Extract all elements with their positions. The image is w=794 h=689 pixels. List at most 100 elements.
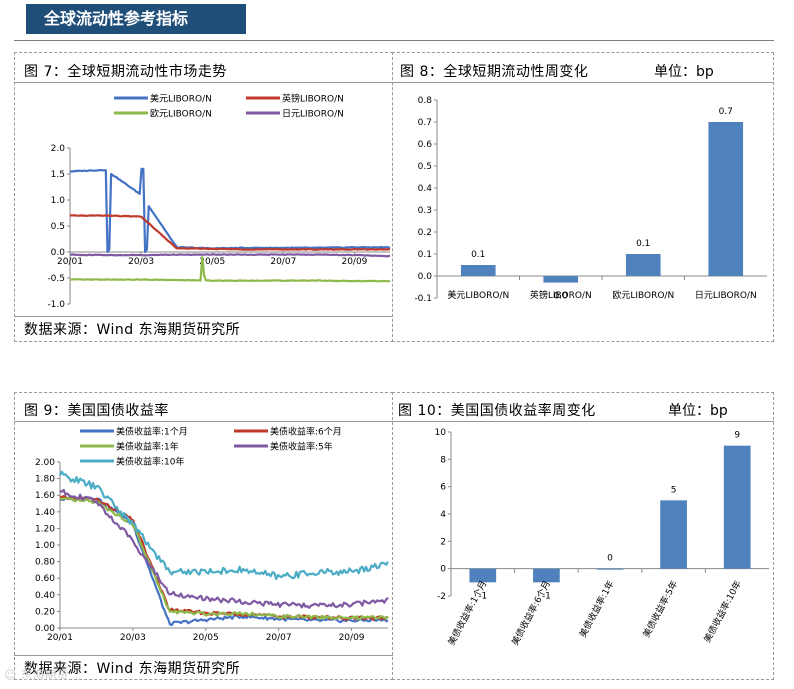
category-label: 美债收益率:1年 [577,578,617,639]
fig7-title-rule [14,82,393,83]
fig10-title: 图 10：美国国债收益率周变化 [398,403,596,419]
y-tick-label: 0.40 [35,591,55,601]
data-label: 0.1 [471,250,485,260]
y-tick-label: 0.5 [418,162,432,172]
y-tick-label: 0.60 [35,574,55,584]
y-tick-label: -0.5 [47,274,65,284]
x-tick-label: 20/03 [128,257,154,267]
y-tick-label: 0.7 [418,118,432,128]
y-tick-label: 0.0 [51,248,66,258]
y-tick-label: 1.80 [35,475,55,485]
bar [708,122,744,276]
x-tick-label: 20/09 [339,633,365,643]
y-tick-label: 0.4 [418,184,433,194]
data-label: 0.7 [719,107,733,117]
y-tick-label: 0.8 [418,96,433,106]
legend-label: 英镑LIBORO/N [282,93,344,105]
legend-label: 美债收益率:10年 [116,456,185,468]
fig9-chart: 2.00 1.80 1.60 1.40 1.20 1.00 0.80 0.60 0.40 0.20… [35,426,389,643]
category-label: 英镑LIBORO/N [530,289,592,301]
category-label: 美元LIBORO/N [447,289,509,301]
fig9-source-rule [14,655,393,656]
series-line [70,253,391,258]
y-tick-label: 0 [440,565,446,575]
y-tick-label: 0.6 [418,140,433,150]
data-label: -1 [542,591,551,601]
series-line [70,256,391,283]
data-label: 0.1 [636,239,650,249]
series-line [69,214,391,251]
series-line [60,495,389,621]
x-tick-label: 20/01 [57,257,83,267]
fig8-chart: 0.8 0.7 0.6 0.5 0.4 0.3 0.2 0.1 0.0 -0.1 0.1 美元LIBO… [414,96,767,304]
fig10-unit: 单位：bp [668,403,728,419]
y-tick-label: 0.00 [35,624,55,634]
fig8-title-rule [392,82,774,83]
watermark: ☺ 东海期货 [4,668,69,682]
y-tick-label: 1.0 [51,196,66,206]
y-tick-label: 4 [440,510,446,520]
x-tick-label: 20/07 [266,633,292,643]
series-line [69,167,391,254]
legend-label: 日元LIBORO/N [282,109,344,120]
y-tick-label: -1.0 [47,300,65,310]
fig8-panel [392,52,774,342]
y-tick-label: 0.5 [51,222,65,232]
y-tick-label: 2.0 [51,144,66,154]
fig10-title-rule [392,421,774,422]
x-tick-label: 20/01 [47,633,73,643]
category-label: 日元LIBORO/N [695,290,757,301]
fig8-unit: 单位：bp [654,64,714,80]
legend-label: 美债收益率:1个月 [116,426,188,438]
x-tick-label: 20/07 [270,257,296,267]
legend-label: 欧元LIBORO/N [150,108,212,120]
legend-label: 美债收益率:5年 [270,441,333,453]
y-tick-label: 6 [440,483,446,493]
legend-label: 美债收益率:1年 [116,441,179,453]
legend-label: 美债收益率:6个月 [270,426,342,438]
y-tick-label: 1.20 [35,524,55,534]
y-tick-label: 0.20 [35,607,55,617]
category-label: 美债收益率:5年 [640,578,680,639]
y-tick-label: -0.1 [414,294,432,304]
series-line [59,488,389,609]
y-tick-label: 0.3 [418,206,432,216]
category-label: 欧元LIBORO/N [612,289,674,301]
bar [543,276,579,283]
fig8-title: 图 8：全球短期流动性周变化 [400,64,589,80]
x-tick-label: 20/05 [199,257,225,267]
y-tick-label: 0.1 [418,250,432,260]
fig9-title: 图 9：美国国债收益率 [24,403,169,419]
y-tick-label: 1.5 [51,170,65,180]
fig10-panel [392,392,774,680]
y-tick-label: 1.40 [35,508,55,518]
fig7-source-rule [14,316,393,317]
y-tick-label: 2.00 [35,458,55,468]
data-label: 5 [671,485,677,495]
y-tick-label: -2 [437,592,446,602]
y-tick-label: 2 [440,537,446,547]
bar [660,500,687,569]
bar [533,568,560,583]
section-divider [14,40,774,41]
x-tick-label: 20/09 [341,257,367,267]
section-header: 全球流动性参考指标 [26,4,246,34]
y-tick-label: 0.80 [35,558,55,568]
category-label: 美债收益率:6个月 [509,578,553,647]
category-label: 美债收益率:10年 [701,578,744,644]
bar [469,568,497,583]
series-line [59,470,389,580]
fig9-title-rule [14,421,393,422]
fig7-chart: 2.0 1.5 1.0 0.5 0.0 -0.5 -1.0 20/01 20/03 20/05 20… [47,93,391,310]
bar [460,265,496,276]
y-tick-label: 8 [440,455,446,465]
bar [625,254,661,276]
fig7-title: 图 7：全球短期流动性市场走势 [24,64,227,80]
fig9-source: 数据来源：Wind 东海期货研究所 [24,661,241,677]
x-tick-label: 20/03 [120,633,146,643]
data-label: -1 [478,591,487,601]
series-line [59,497,389,621]
y-tick-label: 1.60 [35,491,55,501]
y-tick-label: 1.00 [35,541,55,551]
